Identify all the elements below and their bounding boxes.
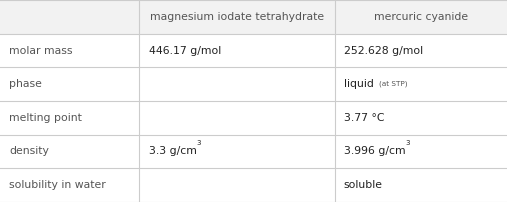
Text: liquid: liquid (344, 79, 374, 89)
Text: 3.996 g/cm: 3.996 g/cm (344, 146, 406, 157)
Text: 252.628 g/mol: 252.628 g/mol (344, 45, 423, 56)
Text: 3.3 g/cm: 3.3 g/cm (149, 146, 196, 157)
Text: melting point: melting point (9, 113, 82, 123)
Text: solubility in water: solubility in water (9, 180, 106, 190)
Text: density: density (9, 146, 49, 157)
Text: (at STP): (at STP) (379, 81, 407, 87)
Text: 3: 3 (406, 140, 410, 146)
Text: 446.17 g/mol: 446.17 g/mol (149, 45, 221, 56)
Bar (0, 0, 507, 34)
Text: magnesium iodate tetrahydrate: magnesium iodate tetrahydrate (150, 12, 324, 22)
Text: 3: 3 (196, 140, 201, 146)
Text: 3.77 °C: 3.77 °C (344, 113, 384, 123)
Text: mercuric cyanide: mercuric cyanide (374, 12, 468, 22)
Text: soluble: soluble (344, 180, 383, 190)
Text: phase: phase (9, 79, 42, 89)
Text: molar mass: molar mass (9, 45, 73, 56)
